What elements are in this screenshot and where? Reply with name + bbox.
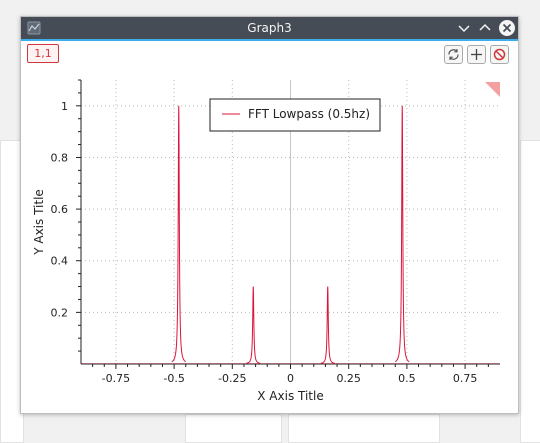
title-bar[interactable]: Graph3 xyxy=(21,17,518,39)
app-icon[interactable] xyxy=(26,20,42,36)
chevron-up-icon[interactable] xyxy=(476,19,494,37)
x-axis-title: X Axis Title xyxy=(257,389,323,403)
add-button[interactable] xyxy=(467,45,486,64)
background-panel xyxy=(520,140,540,443)
y-tick-label: 0.6 xyxy=(51,203,69,216)
close-icon[interactable] xyxy=(498,19,516,37)
chevron-down-icon[interactable] xyxy=(455,19,473,37)
series-peak xyxy=(394,105,410,363)
stop-button[interactable] xyxy=(490,45,509,64)
window-title: Graph3 xyxy=(247,21,292,35)
plot-area[interactable]: -0.75 -0.5 -0.25 0 0.25 0.5 0.750.20.40.60.81 … xyxy=(21,17,518,413)
panel-tag-button[interactable]: 1,1 xyxy=(27,44,59,63)
x-tick-label: 0 xyxy=(287,372,294,385)
y-tick-label: 1 xyxy=(61,100,68,113)
legend[interactable]: FFT Lowpass (0.5hz) xyxy=(209,98,381,132)
legend-entry-label: FFT Lowpass (0.5hz) xyxy=(248,107,370,121)
y-axis-title: Y Axis Title xyxy=(32,189,46,256)
background-panel xyxy=(185,414,282,443)
background-panel xyxy=(288,414,440,443)
stop-icon xyxy=(493,48,506,61)
y-tick-label: 0.2 xyxy=(51,306,69,319)
refresh-button[interactable] xyxy=(444,45,463,64)
x-tick-label: 0.5 xyxy=(398,372,416,385)
y-tick-label: 0.8 xyxy=(51,151,69,164)
x-tick-label: 0.75 xyxy=(453,372,478,385)
y-tick-label: 0.4 xyxy=(51,255,69,268)
x-tick-label: -0.5 xyxy=(163,372,184,385)
legend-box xyxy=(209,98,381,132)
series-peak xyxy=(320,286,335,364)
series-peak xyxy=(246,286,261,364)
title-accent-line xyxy=(21,39,518,41)
x-tick-label: 0.25 xyxy=(336,372,361,385)
plus-icon xyxy=(471,49,482,60)
x-tick-label: -0.75 xyxy=(102,372,130,385)
axes: -0.75 -0.5 -0.25 0 0.25 0.5 0.75 0.2 0.4 0.6 0.8 1 xyxy=(51,79,500,385)
series-peak xyxy=(171,105,187,363)
refresh-icon xyxy=(448,49,459,60)
x-tick-label: -0.25 xyxy=(218,372,246,385)
resize-corner-marker[interactable] xyxy=(485,82,500,97)
graph-window: Graph3 1,1 xyxy=(20,16,519,414)
series-layer xyxy=(81,105,500,364)
